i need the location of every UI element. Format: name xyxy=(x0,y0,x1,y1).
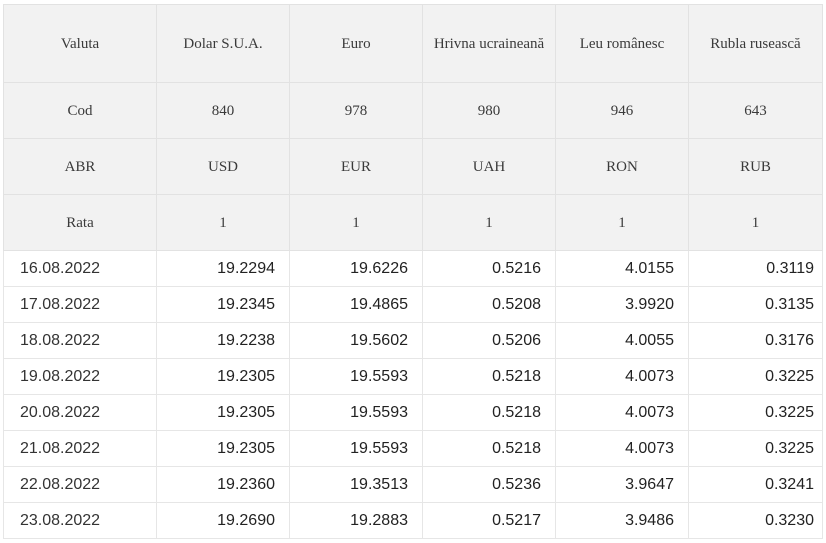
exchange-rate-table-container: Valuta Dolar S.U.A. Euro Hrivna ucrainea… xyxy=(3,4,823,539)
rate-cell-rub: 0.3225 xyxy=(688,358,823,395)
rate-cell-eur: 19.6226 xyxy=(289,250,423,287)
rate-cell-rub: 0.3119 xyxy=(688,250,823,287)
rate-cell-usd: 19.2360 xyxy=(156,466,290,503)
rate-cell-eur: 19.5593 xyxy=(289,430,423,467)
table-row: 22.08.2022 19.2360 19.3513 0.5236 3.9647… xyxy=(3,466,823,503)
rate-cell-eur: 19.5602 xyxy=(289,322,423,359)
date-cell: 19.08.2022 xyxy=(3,358,157,395)
header-row-code: Cod 840 978 980 946 643 xyxy=(3,82,823,139)
rate-cell-ron: 4.0073 xyxy=(555,394,689,431)
header-cell: 643 xyxy=(688,82,823,139)
header-cell: UAH xyxy=(422,138,556,195)
date-cell: 16.08.2022 xyxy=(3,250,157,287)
rate-cell-rub: 0.3225 xyxy=(688,394,823,431)
header-cell: 1 xyxy=(422,194,556,251)
rate-cell-eur: 19.3513 xyxy=(289,466,423,503)
header-cell: 1 xyxy=(289,194,423,251)
table-row: 17.08.2022 19.2345 19.4865 0.5208 3.9920… xyxy=(3,286,823,323)
date-cell: 18.08.2022 xyxy=(3,322,157,359)
rate-cell-usd: 19.2294 xyxy=(156,250,290,287)
header-cell: 1 xyxy=(156,194,290,251)
table-row: 21.08.2022 19.2305 19.5593 0.5218 4.0073… xyxy=(3,430,823,467)
header-row-rate: Rata 1 1 1 1 1 xyxy=(3,194,823,251)
header-cell: Leu românesc xyxy=(555,4,689,83)
rate-cell-eur: 19.5593 xyxy=(289,394,423,431)
rate-cell-rub: 0.3230 xyxy=(688,502,823,539)
date-cell: 17.08.2022 xyxy=(3,286,157,323)
header-row-abbreviation: ABR USD EUR UAH RON RUB xyxy=(3,138,823,195)
header-cell: Cod xyxy=(3,82,157,139)
rate-cell-rub: 0.3176 xyxy=(688,322,823,359)
header-cell: USD xyxy=(156,138,290,195)
table-row: 18.08.2022 19.2238 19.5602 0.5206 4.0055… xyxy=(3,322,823,359)
rate-cell-usd: 19.2305 xyxy=(156,394,290,431)
header-row-currency-name: Valuta Dolar S.U.A. Euro Hrivna ucrainea… xyxy=(3,4,823,83)
header-cell: RUB xyxy=(688,138,823,195)
header-cell: 978 xyxy=(289,82,423,139)
header-cell: RON xyxy=(555,138,689,195)
rate-cell-ron: 4.0073 xyxy=(555,430,689,467)
table-row: 16.08.2022 19.2294 19.6226 0.5216 4.0155… xyxy=(3,250,823,287)
rate-cell-ron: 3.9647 xyxy=(555,466,689,503)
header-cell: Rata xyxy=(3,194,157,251)
date-cell: 20.08.2022 xyxy=(3,394,157,431)
rate-cell-uah: 0.5216 xyxy=(422,250,556,287)
table-body: 16.08.2022 19.2294 19.6226 0.5216 4.0155… xyxy=(3,250,823,539)
date-cell: 21.08.2022 xyxy=(3,430,157,467)
date-cell: 22.08.2022 xyxy=(3,466,157,503)
rate-cell-usd: 19.2238 xyxy=(156,322,290,359)
rate-cell-ron: 3.9920 xyxy=(555,286,689,323)
header-cell: ABR xyxy=(3,138,157,195)
header-cell: Rubla rusească xyxy=(688,4,823,83)
rate-cell-ron: 4.0155 xyxy=(555,250,689,287)
rate-cell-usd: 19.2345 xyxy=(156,286,290,323)
rate-cell-rub: 0.3225 xyxy=(688,430,823,467)
table-row: 23.08.2022 19.2690 19.2883 0.5217 3.9486… xyxy=(3,502,823,539)
rate-cell-uah: 0.5218 xyxy=(422,394,556,431)
rate-cell-uah: 0.5236 xyxy=(422,466,556,503)
rate-cell-uah: 0.5206 xyxy=(422,322,556,359)
table-header: Valuta Dolar S.U.A. Euro Hrivna ucrainea… xyxy=(3,4,823,251)
rate-cell-rub: 0.3135 xyxy=(688,286,823,323)
header-cell: 946 xyxy=(555,82,689,139)
header-cell: Hrivna ucraineană xyxy=(422,4,556,83)
rate-cell-uah: 0.5218 xyxy=(422,358,556,395)
rate-cell-ron: 4.0073 xyxy=(555,358,689,395)
rate-cell-usd: 19.2690 xyxy=(156,502,290,539)
header-cell: EUR xyxy=(289,138,423,195)
exchange-rate-table: Valuta Dolar S.U.A. Euro Hrivna ucrainea… xyxy=(3,4,823,539)
table-row: 20.08.2022 19.2305 19.5593 0.5218 4.0073… xyxy=(3,394,823,431)
rate-cell-eur: 19.5593 xyxy=(289,358,423,395)
header-cell: Euro xyxy=(289,4,423,83)
rate-cell-rub: 0.3241 xyxy=(688,466,823,503)
header-cell: 1 xyxy=(555,194,689,251)
date-cell: 23.08.2022 xyxy=(3,502,157,539)
rate-cell-usd: 19.2305 xyxy=(156,430,290,467)
header-cell: Valuta xyxy=(3,4,157,83)
header-cell: 980 xyxy=(422,82,556,139)
rate-cell-eur: 19.2883 xyxy=(289,502,423,539)
rate-cell-eur: 19.4865 xyxy=(289,286,423,323)
header-cell: Dolar S.U.A. xyxy=(156,4,290,83)
rate-cell-usd: 19.2305 xyxy=(156,358,290,395)
header-cell: 1 xyxy=(688,194,823,251)
rate-cell-uah: 0.5217 xyxy=(422,502,556,539)
rate-cell-ron: 4.0055 xyxy=(555,322,689,359)
header-cell: 840 xyxy=(156,82,290,139)
rate-cell-uah: 0.5218 xyxy=(422,430,556,467)
table-row: 19.08.2022 19.2305 19.5593 0.5218 4.0073… xyxy=(3,358,823,395)
rate-cell-uah: 0.5208 xyxy=(422,286,556,323)
rate-cell-ron: 3.9486 xyxy=(555,502,689,539)
